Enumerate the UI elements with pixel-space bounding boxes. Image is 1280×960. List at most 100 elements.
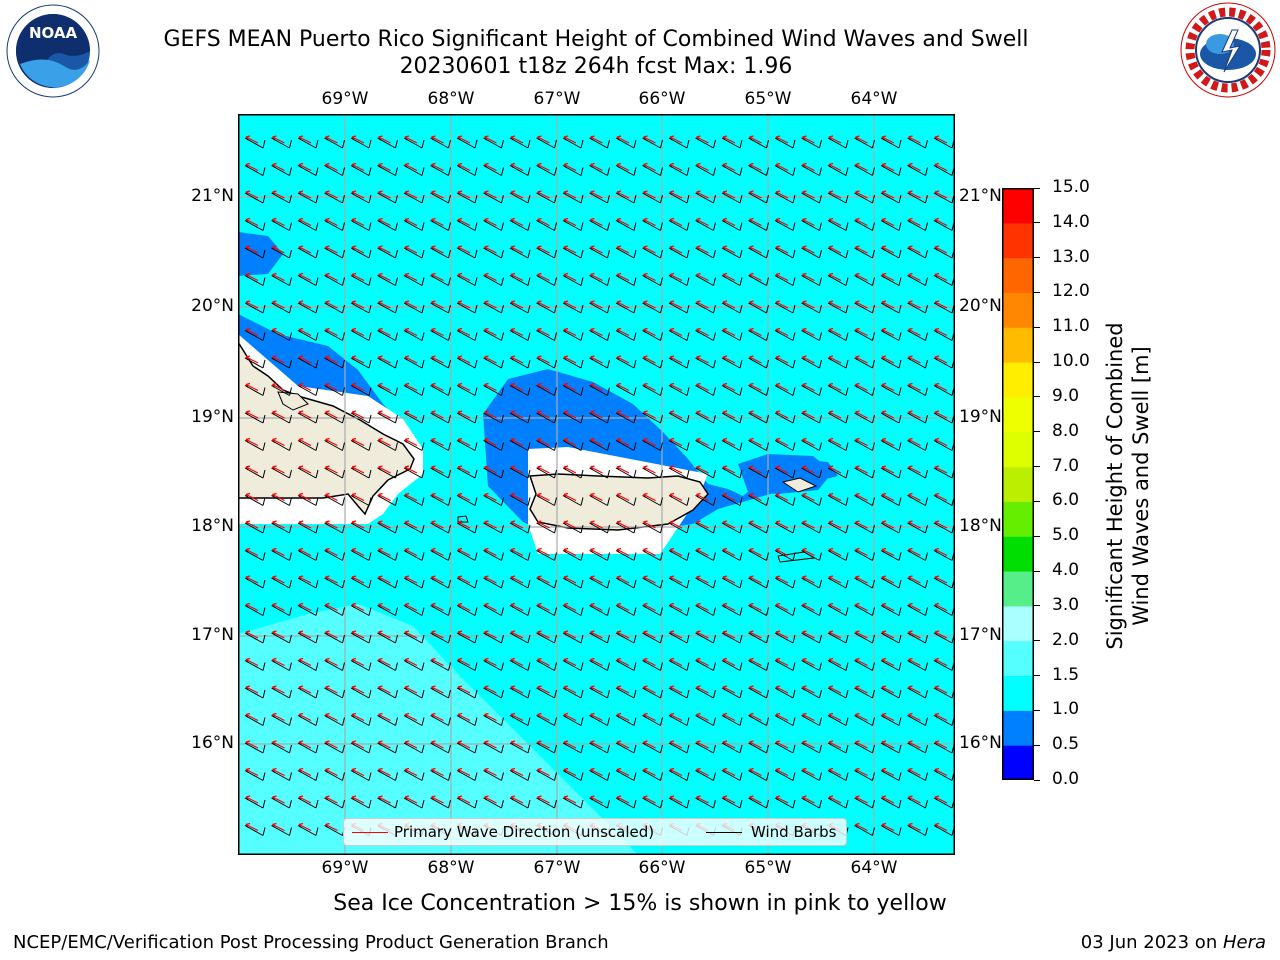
wind-barb (483, 357, 504, 369)
wind-barb (562, 412, 584, 424)
map-canvas (238, 114, 955, 855)
wind-barb (748, 440, 769, 451)
wind-barb (324, 605, 345, 616)
wind-barb (854, 522, 875, 534)
wind-barb (880, 302, 902, 314)
wind-barb (350, 660, 372, 671)
wind-barb (642, 797, 663, 809)
colorbar-tick-mark (1034, 570, 1040, 572)
wind-barb (668, 495, 690, 506)
wind-barb (271, 550, 292, 561)
wind-barb (642, 302, 663, 314)
wind-barb (695, 770, 716, 781)
wind-barb (350, 495, 372, 506)
wind-barb (615, 440, 637, 451)
wind-barb (377, 330, 398, 341)
svg-text:NOAA: NOAA (29, 24, 78, 42)
lon-label-bottom: 67°W (533, 858, 581, 878)
wind-barb (615, 495, 637, 506)
wind-barb (615, 357, 637, 369)
wind-barb (403, 770, 425, 781)
wind-barb (801, 660, 822, 671)
wind-barb (748, 412, 769, 424)
wind-barb (774, 385, 796, 396)
wind-barb (536, 220, 557, 231)
wind-barb (589, 467, 610, 479)
wind-barb (774, 742, 796, 754)
wind-barb (907, 357, 928, 369)
wind-barb (589, 687, 610, 699)
wind-barb (589, 715, 610, 726)
wind-barb (483, 467, 504, 479)
wind-barb (324, 742, 345, 754)
wind-barb (668, 687, 690, 699)
wind-barb (350, 165, 372, 176)
wind-barb (827, 715, 849, 726)
colorbar (1002, 188, 1034, 781)
wind-barb (668, 385, 690, 396)
wind-barb (854, 137, 875, 149)
wind-barb (721, 632, 743, 644)
wind-barb (880, 742, 902, 754)
colorbar-tick-mark (1034, 779, 1040, 781)
wind-barb (668, 522, 690, 534)
wind-barb (668, 467, 690, 479)
wind-barb (297, 220, 319, 231)
wind-barb (668, 412, 690, 424)
colorbar-tick-label: 10.0 (1052, 351, 1090, 372)
wind-barb (244, 302, 266, 314)
wind-barb (509, 495, 531, 506)
wind-barb (350, 797, 372, 809)
puerto-rico-land (528, 473, 709, 531)
wind-barb (483, 577, 504, 589)
wind-barb (456, 550, 478, 561)
wind-barb (403, 220, 425, 231)
wind-barb (721, 742, 743, 754)
wind-barb (615, 770, 637, 781)
wind-barb (668, 770, 690, 781)
wind-barb (880, 330, 902, 341)
wind-barb (721, 357, 743, 369)
colorbar-segment (1002, 292, 1034, 328)
colorbar-tick-mark (1034, 675, 1040, 677)
wind-barb (430, 330, 451, 341)
wind-barb (880, 797, 902, 809)
wind-barb (377, 522, 398, 534)
wind-barb (589, 275, 610, 286)
wind-barb (854, 330, 875, 341)
wind-barb (748, 577, 769, 589)
wind-barb (509, 165, 531, 176)
wind-barb (377, 632, 398, 644)
wind-barb (589, 770, 610, 781)
wind-barb (403, 577, 425, 589)
colorbar-tick-label: 11.0 (1052, 316, 1090, 337)
wind-barb (589, 605, 610, 616)
wave-band-1.5-2.0 (238, 604, 638, 855)
wind-barb (456, 797, 478, 809)
wind-barb (509, 715, 531, 726)
wind-barb (801, 577, 822, 589)
wind-barb (297, 137, 319, 149)
lon-label-bottom: 66°W (638, 858, 686, 878)
wind-barb (483, 605, 504, 616)
wind-barb (536, 577, 557, 589)
map-legend: Primary Wave Direction (unscaled) Wind B… (343, 818, 847, 846)
nws-logo (1180, 2, 1276, 98)
wind-barb (721, 247, 743, 259)
wind-barb (430, 192, 451, 204)
wind-barb (589, 302, 610, 314)
wind-barb (801, 550, 822, 561)
wind-barb (536, 412, 557, 424)
lat-label-right: 21°N (959, 186, 1002, 206)
wind-barb (748, 687, 769, 699)
wind-barb (297, 275, 319, 286)
wind-barb (589, 797, 610, 809)
colorbar-tick-mark (1034, 396, 1040, 398)
wind-barb (350, 605, 372, 616)
wind-barb (483, 797, 504, 809)
lon-label-bottom: 65°W (744, 858, 792, 878)
wind-barb (456, 330, 478, 341)
wind-barb (244, 385, 266, 396)
wind-barb (536, 797, 557, 809)
wind-barb (695, 412, 716, 424)
